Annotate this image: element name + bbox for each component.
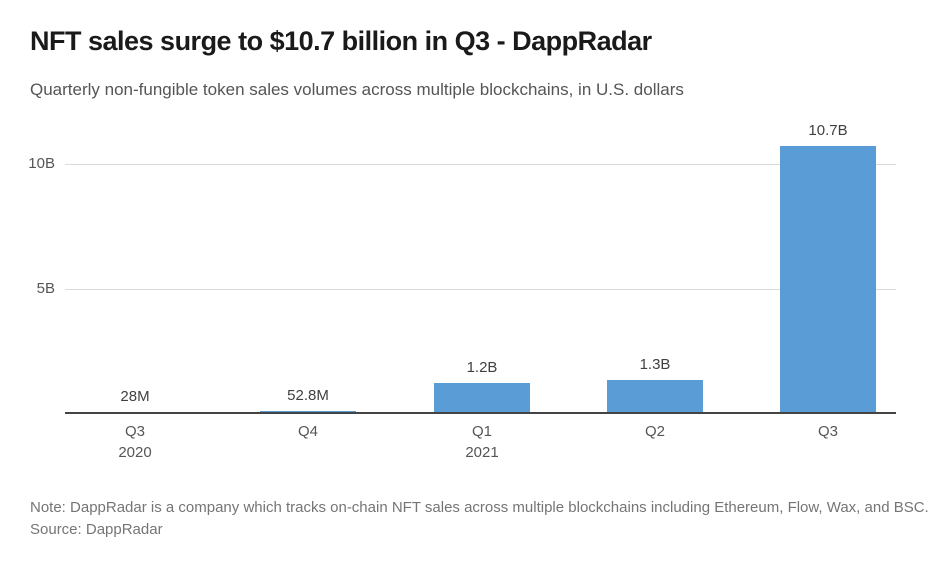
chart-footer: Note: DappRadar is a company which track…: [30, 497, 929, 541]
bar-value-label: 1.3B: [639, 356, 671, 373]
bar: [434, 383, 530, 413]
bar-value-label: 28M: [120, 388, 150, 405]
x-tick-line: Q2: [644, 423, 665, 440]
bar-value-label: 52.8M: [287, 387, 329, 404]
source-text: Source: DappRadar: [30, 521, 163, 538]
x-tick-label: Q1 2021: [422, 421, 542, 463]
x-axis-line: [65, 412, 896, 414]
x-tick-line: 2021: [465, 444, 499, 461]
y-tick-label: 5B: [36, 280, 55, 297]
x-tick-line: 2020: [118, 444, 152, 461]
chart-title: NFT sales surge to $10.7 billion in Q3 -…: [30, 26, 652, 56]
x-tick-line: Q4: [297, 423, 318, 440]
x-tick-line: Q3: [124, 423, 145, 440]
bar-value-label: 1.2B: [466, 359, 498, 376]
bar: [607, 380, 703, 413]
x-tick-label: Q2: [595, 421, 715, 442]
x-tick-line: Q3: [817, 423, 838, 440]
x-tick-line: Q1: [471, 423, 492, 440]
x-tick-label: Q3 2020: [75, 421, 195, 463]
x-tick-label: Q4: [248, 421, 368, 442]
bar-value-label: 10.7B: [808, 122, 848, 139]
y-tick-label: 10B: [28, 155, 55, 172]
gridline: [65, 164, 896, 165]
gridline: [65, 289, 896, 290]
bar: [780, 146, 876, 413]
note-text: Note: DappRadar is a company which track…: [30, 499, 929, 516]
chart-subtitle: Quarterly non-fungible token sales volum…: [30, 80, 684, 99]
x-tick-label: Q3: [768, 421, 888, 442]
